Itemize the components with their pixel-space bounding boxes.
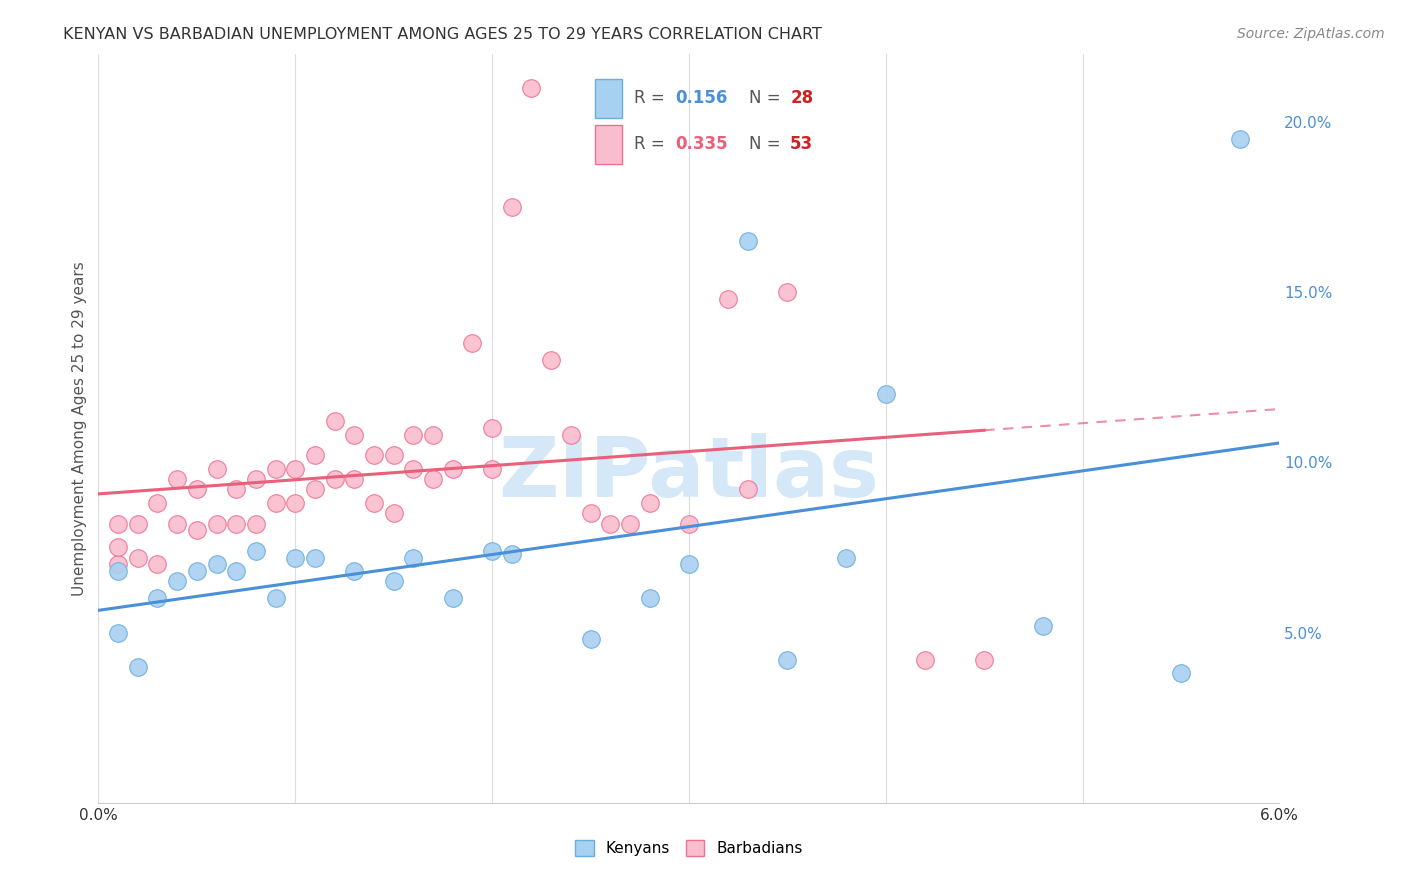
- Point: [914, 653, 936, 667]
- Point: [481, 421, 503, 435]
- Point: [382, 506, 405, 520]
- Point: [245, 543, 267, 558]
- Point: [579, 506, 602, 520]
- Text: ZIPatlas: ZIPatlas: [499, 433, 879, 514]
- Point: [166, 516, 188, 531]
- Point: [264, 496, 287, 510]
- Point: [107, 516, 129, 531]
- Point: [638, 496, 661, 510]
- Text: KENYAN VS BARBADIAN UNEMPLOYMENT AMONG AGES 25 TO 29 YEARS CORRELATION CHART: KENYAN VS BARBADIAN UNEMPLOYMENT AMONG A…: [63, 27, 823, 42]
- Point: [107, 558, 129, 572]
- Point: [717, 292, 740, 306]
- Point: [973, 653, 995, 667]
- Point: [107, 564, 129, 578]
- Point: [127, 550, 149, 565]
- Point: [186, 483, 208, 497]
- Point: [304, 483, 326, 497]
- Point: [284, 496, 307, 510]
- Point: [146, 496, 169, 510]
- Point: [304, 550, 326, 565]
- Point: [186, 564, 208, 578]
- Point: [402, 428, 425, 442]
- Point: [441, 591, 464, 606]
- Point: [225, 564, 247, 578]
- Point: [205, 558, 228, 572]
- Point: [481, 462, 503, 476]
- Point: [619, 516, 641, 531]
- Point: [205, 516, 228, 531]
- Point: [146, 591, 169, 606]
- Point: [422, 428, 444, 442]
- Point: [875, 387, 897, 401]
- Point: [107, 625, 129, 640]
- Text: Source: ZipAtlas.com: Source: ZipAtlas.com: [1237, 27, 1385, 41]
- Point: [205, 462, 228, 476]
- Y-axis label: Unemployment Among Ages 25 to 29 years: Unemployment Among Ages 25 to 29 years: [72, 260, 87, 596]
- Point: [323, 472, 346, 486]
- Point: [343, 428, 366, 442]
- Point: [127, 659, 149, 673]
- Point: [1032, 618, 1054, 632]
- Point: [186, 524, 208, 538]
- Point: [264, 462, 287, 476]
- Point: [441, 462, 464, 476]
- Point: [737, 234, 759, 248]
- Point: [678, 516, 700, 531]
- Point: [678, 558, 700, 572]
- Point: [264, 591, 287, 606]
- Point: [382, 449, 405, 463]
- FancyBboxPatch shape: [595, 125, 621, 163]
- Point: [363, 496, 385, 510]
- Text: R =: R =: [634, 136, 669, 153]
- Text: 0.335: 0.335: [675, 136, 728, 153]
- Point: [737, 483, 759, 497]
- Text: N =: N =: [749, 136, 786, 153]
- Text: 0.156: 0.156: [675, 89, 727, 107]
- Point: [776, 653, 799, 667]
- Point: [835, 550, 858, 565]
- Point: [520, 80, 543, 95]
- Legend: Kenyans, Barbadians: Kenyans, Barbadians: [569, 834, 808, 863]
- Point: [166, 472, 188, 486]
- Point: [422, 472, 444, 486]
- Text: 28: 28: [790, 89, 813, 107]
- Point: [363, 449, 385, 463]
- Point: [225, 483, 247, 497]
- Point: [461, 336, 484, 351]
- Point: [107, 541, 129, 555]
- Point: [638, 591, 661, 606]
- Point: [1170, 666, 1192, 681]
- Text: R =: R =: [634, 89, 669, 107]
- Point: [402, 550, 425, 565]
- Point: [284, 462, 307, 476]
- Point: [304, 449, 326, 463]
- Point: [382, 574, 405, 589]
- Point: [501, 200, 523, 214]
- Point: [481, 543, 503, 558]
- Point: [343, 564, 366, 578]
- Point: [599, 516, 621, 531]
- Point: [402, 462, 425, 476]
- FancyBboxPatch shape: [595, 78, 621, 118]
- Text: 53: 53: [790, 136, 813, 153]
- Point: [225, 516, 247, 531]
- Point: [127, 516, 149, 531]
- Point: [245, 516, 267, 531]
- Point: [1229, 131, 1251, 145]
- Point: [579, 632, 602, 647]
- Point: [343, 472, 366, 486]
- Point: [284, 550, 307, 565]
- Point: [560, 428, 582, 442]
- Point: [776, 285, 799, 299]
- Point: [323, 414, 346, 428]
- Point: [540, 353, 562, 368]
- Point: [501, 547, 523, 561]
- Point: [245, 472, 267, 486]
- Text: N =: N =: [749, 89, 786, 107]
- Point: [166, 574, 188, 589]
- Point: [146, 558, 169, 572]
